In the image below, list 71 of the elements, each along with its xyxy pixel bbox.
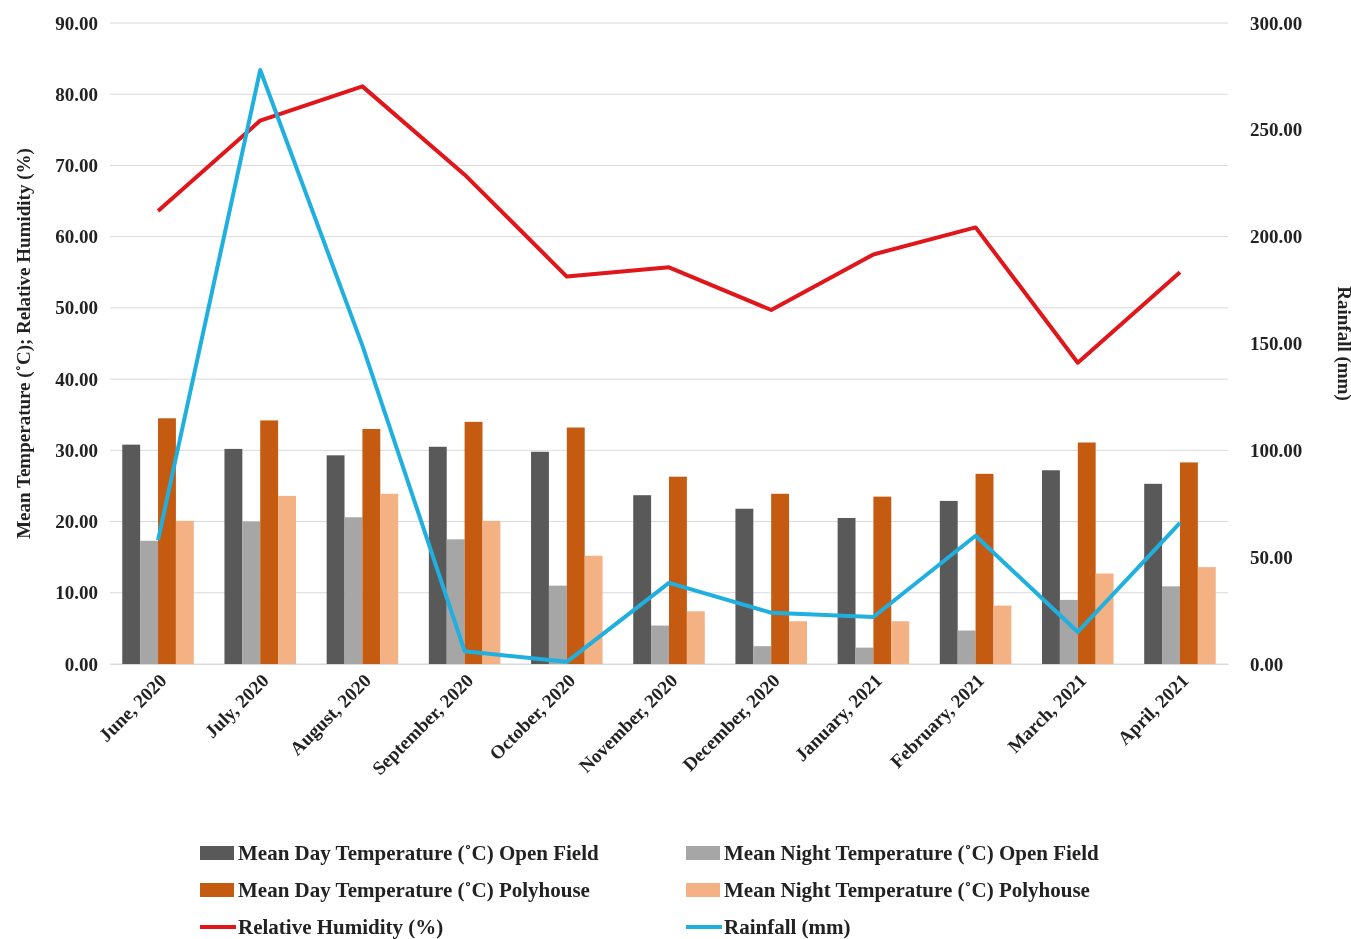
bar xyxy=(344,517,363,664)
legend-label: Mean Day Temperature (˚C) Polyhouse xyxy=(238,878,590,903)
bar xyxy=(362,428,381,664)
y-tick-label: 70.00 xyxy=(55,155,98,177)
y2-tick-label: 50.00 xyxy=(1250,546,1293,568)
bar xyxy=(278,495,296,664)
bar xyxy=(939,500,958,664)
bar xyxy=(1179,462,1198,664)
bar xyxy=(651,625,669,664)
y2-axis-title: Rainfall (mm) xyxy=(1333,286,1351,401)
bar xyxy=(993,605,1012,664)
bar xyxy=(531,451,549,664)
y-tick-label: 60.00 xyxy=(55,226,98,248)
bar xyxy=(122,444,141,664)
legend-label: Mean Day Temperature (˚C) Open Field xyxy=(238,841,599,866)
bar xyxy=(224,448,243,664)
bar xyxy=(464,421,483,664)
bar xyxy=(873,496,892,664)
bar xyxy=(1162,586,1180,664)
y-tick-label: 40.00 xyxy=(55,368,98,390)
bar xyxy=(771,493,790,664)
legend-label: Mean Night Temperature (˚C) Polyhouse xyxy=(724,878,1090,903)
y-tick-label: 30.00 xyxy=(55,439,98,461)
bar xyxy=(1077,442,1096,664)
bar xyxy=(1144,483,1163,664)
bar xyxy=(753,646,772,664)
bar xyxy=(1197,567,1216,664)
y2-tick-label: 0.00 xyxy=(1250,653,1284,675)
bar xyxy=(891,621,910,664)
line-series xyxy=(156,84,1182,365)
bar xyxy=(242,521,261,664)
bar xyxy=(260,420,279,664)
bar xyxy=(482,520,501,664)
legend-label: Rainfall (mm) xyxy=(724,915,851,939)
y-tick-label: 90.00 xyxy=(55,12,98,34)
y-tick-label: 0.00 xyxy=(64,653,98,675)
y-tick-label: 10.00 xyxy=(55,582,98,604)
bar xyxy=(158,418,176,664)
bar xyxy=(380,493,399,664)
bar xyxy=(1095,573,1114,664)
bar xyxy=(975,473,994,664)
line-series xyxy=(156,68,1182,664)
bar xyxy=(855,647,874,664)
legend-label: Relative Humidity (%) xyxy=(238,915,444,939)
y2-tick-label: 100.00 xyxy=(1250,439,1303,461)
bar xyxy=(1042,470,1060,664)
bar xyxy=(428,446,447,664)
y-tick-label: 20.00 xyxy=(55,511,98,533)
bar xyxy=(175,520,194,664)
bar xyxy=(837,517,856,664)
bar xyxy=(686,611,705,664)
y-tick-label: 80.00 xyxy=(55,83,98,105)
y2-tick-label: 300.00 xyxy=(1250,12,1303,34)
y-axis-title: Mean Temperature (˚C); Relative Humidity (%) xyxy=(13,148,35,539)
y2-tick-label: 150.00 xyxy=(1250,333,1303,355)
y2-tick-label: 250.00 xyxy=(1250,119,1303,141)
bar xyxy=(446,539,465,664)
bar xyxy=(669,476,687,664)
bar xyxy=(566,427,585,664)
legend-label: Mean Night Temperature (˚C) Open Field xyxy=(724,841,1099,866)
bar xyxy=(584,555,603,664)
bar xyxy=(140,540,159,664)
bar xyxy=(633,495,652,664)
bar xyxy=(957,630,976,664)
bar xyxy=(1059,599,1078,664)
bar xyxy=(326,455,345,664)
bar xyxy=(735,508,754,664)
bar xyxy=(789,621,807,664)
y-tick-label: 50.00 xyxy=(55,297,98,319)
bar xyxy=(548,585,567,664)
y2-tick-label: 200.00 xyxy=(1250,226,1303,248)
